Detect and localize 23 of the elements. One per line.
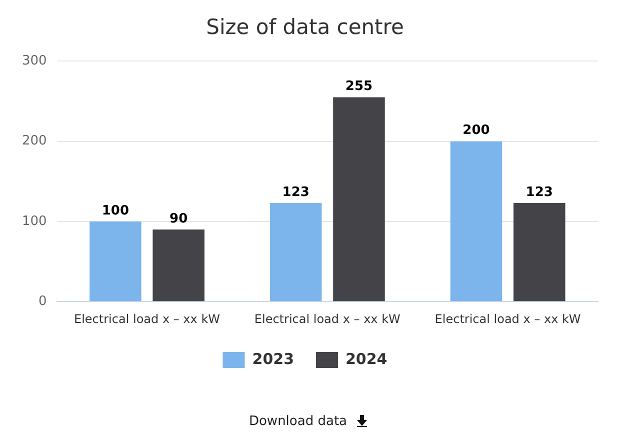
x-tick-label: Electrical load x – xx kW (254, 312, 401, 326)
bar (90, 221, 142, 302)
legend-label: 2024 (346, 350, 388, 368)
y-tick-label: 300 (22, 54, 47, 69)
data-label: 123 (282, 184, 310, 200)
data-label: 255 (345, 79, 373, 94)
bar (270, 203, 322, 302)
data-label: 100 (102, 203, 130, 218)
bar (450, 141, 502, 302)
chart-title: Size of data centre (206, 15, 404, 40)
x-tick-label: Electrical load x – xx kW (434, 312, 581, 326)
data-label: 90 (170, 211, 188, 226)
data-label: 200 (462, 123, 490, 138)
bar (513, 203, 566, 302)
bar (152, 229, 204, 302)
data-label: 123 (526, 184, 553, 200)
y-tick-label: 0 (38, 294, 47, 309)
bar (333, 97, 385, 302)
text: Download data (248, 414, 348, 429)
legend-label: 2023 (252, 350, 294, 368)
x-tick-label: Electrical load x – xx kW (74, 312, 220, 326)
y-tick-label: 200 (22, 134, 47, 149)
y-tick-label: 100 (22, 214, 47, 229)
